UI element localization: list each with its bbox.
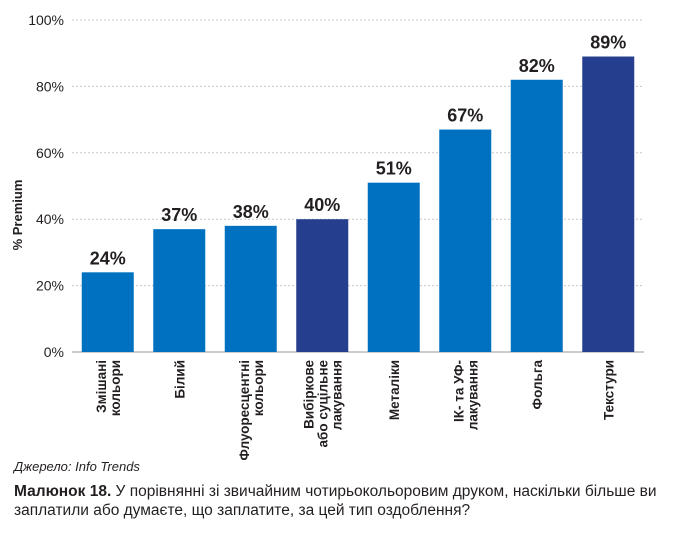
- category-label-line: Вибіркове: [301, 360, 316, 429]
- value-labels: 24% 37% 38% 40% 51% 67% 82% 89%: [90, 33, 627, 269]
- category-label: Змішані кольори: [94, 360, 123, 416]
- bar: [510, 79, 563, 352]
- y-tick-label: 100%: [28, 12, 64, 28]
- y-tick-label: 40%: [36, 211, 64, 227]
- bar-chart: 0% 20% 40% 60% 80% 100% % Premium 24% 37% 38% 40…: [10, 12, 644, 460]
- category-label: Фольга: [530, 360, 545, 410]
- y-tick-label: 0%: [44, 344, 64, 360]
- y-axis-ticks: 0% 20% 40% 60% 80% 100%: [28, 12, 64, 360]
- category-label: Текстури: [601, 360, 616, 420]
- value-label: 24%: [90, 248, 126, 268]
- figure-caption: Малюнок 18. У порівнянні зі звичайним чо…: [14, 482, 664, 520]
- bar: [224, 225, 277, 352]
- category-label-line: Змішані: [94, 360, 109, 413]
- bar: [367, 182, 420, 352]
- bars: [81, 56, 635, 353]
- category-label-line: лакування: [465, 360, 480, 430]
- y-axis-label: % Premium: [10, 180, 25, 251]
- category-label-line: Металіки: [387, 360, 402, 420]
- value-label: 37%: [161, 205, 197, 225]
- category-label: Флуоресцентні кольори: [237, 360, 266, 460]
- category-label-line: Текстури: [601, 360, 616, 420]
- value-label: 67%: [447, 106, 483, 126]
- bar: [81, 272, 134, 352]
- y-tick-label: 80%: [36, 78, 64, 94]
- value-label: 40%: [304, 195, 340, 215]
- y-tick-label: 20%: [36, 278, 64, 294]
- category-label-line: ІК- та УФ-: [451, 360, 466, 422]
- category-label-line: Білий: [172, 360, 187, 399]
- caption-label: Малюнок 18.: [14, 483, 112, 500]
- y-tick-label: 60%: [36, 145, 64, 161]
- category-label: ІК- та УФ-лакування: [451, 360, 480, 430]
- source-note: Джерело: Info Trends: [14, 459, 140, 474]
- bar: [296, 219, 349, 352]
- value-label: 89%: [590, 33, 626, 53]
- caption-text: У порівнянні зі звичайним чотирьокольоро…: [14, 483, 657, 519]
- category-label-line: або суцільне: [315, 360, 330, 448]
- category-label-line: кольори: [251, 360, 266, 416]
- category-label: Білий: [172, 360, 187, 399]
- value-label: 38%: [233, 202, 269, 222]
- bar: [153, 229, 206, 352]
- category-label-line: Фольга: [530, 360, 545, 410]
- bar: [439, 129, 492, 352]
- category-label: Вибіркове або суцільне лакування: [301, 360, 344, 448]
- value-label: 82%: [519, 56, 555, 76]
- category-label-line: лакування: [329, 360, 344, 430]
- value-label: 51%: [376, 159, 412, 179]
- category-label: Металіки: [387, 360, 402, 420]
- bar: [582, 56, 635, 353]
- category-label-line: Флуоресцентні: [237, 360, 252, 460]
- category-label-line: кольори: [108, 360, 123, 416]
- x-axis-categories: Змішані кольори Білий Флуоресцентні кольори В…: [94, 360, 617, 460]
